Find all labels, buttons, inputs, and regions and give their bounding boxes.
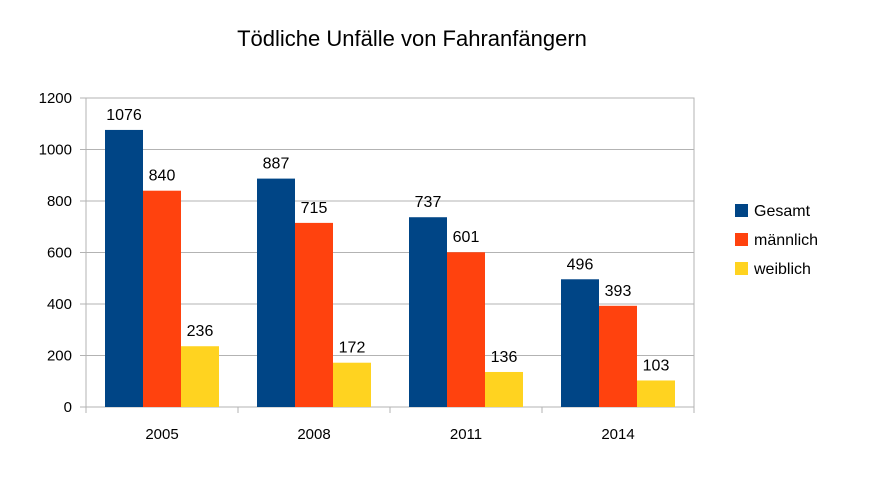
data-label: 840 (149, 168, 176, 185)
bar (599, 305, 637, 407)
bar (295, 222, 333, 407)
data-labels: 1076 840 236 887 715 172 737 601 136 496 393 103 (106, 107, 669, 375)
y-axis-ticks: 0 200 400 600 800 1000 1200 (39, 90, 86, 416)
y-tick-label: 1000 (39, 142, 72, 159)
data-label: 172 (339, 340, 366, 357)
data-label: 496 (567, 256, 594, 273)
data-label: 601 (453, 229, 480, 246)
legend: Gesamt männlich weiblich (735, 203, 818, 278)
bars (105, 129, 675, 407)
bar (485, 371, 523, 407)
legend-swatch (735, 233, 748, 246)
bar (409, 217, 447, 407)
x-tick-label: 2014 (601, 426, 634, 443)
data-label: 136 (491, 349, 518, 366)
data-label: 1076 (106, 107, 142, 124)
bar (143, 190, 181, 407)
legend-label: weiblich (753, 261, 811, 278)
bar (105, 129, 143, 407)
data-label: 393 (605, 283, 632, 300)
y-tick-label: 0 (64, 399, 72, 416)
bar (561, 279, 599, 407)
x-tick-label: 2005 (145, 426, 178, 443)
legend-swatch (735, 262, 748, 275)
x-tick-label: 2008 (297, 426, 330, 443)
bar (637, 380, 675, 407)
y-tick-label: 200 (47, 348, 72, 365)
legend-label: männlich (754, 232, 818, 249)
y-tick-label: 1200 (39, 90, 72, 107)
y-tick-label: 600 (47, 245, 72, 262)
x-tick-label: 2011 (450, 426, 482, 443)
legend-swatch (735, 204, 748, 217)
data-label: 103 (643, 357, 670, 374)
bar (333, 362, 371, 407)
bar (447, 252, 485, 407)
data-label: 236 (187, 323, 214, 340)
data-label: 887 (263, 156, 290, 173)
bar (181, 346, 219, 407)
y-tick-label: 800 (47, 193, 72, 210)
data-label: 715 (301, 200, 328, 217)
legend-label: Gesamt (754, 203, 811, 220)
y-tick-label: 400 (47, 296, 72, 313)
x-axis-ticks: 2005 2008 2011 2014 (85, 407, 695, 443)
data-label: 737 (415, 194, 442, 211)
chart-title: Tödliche Unfälle von Fahranfängern (237, 26, 587, 51)
bar (257, 178, 295, 407)
